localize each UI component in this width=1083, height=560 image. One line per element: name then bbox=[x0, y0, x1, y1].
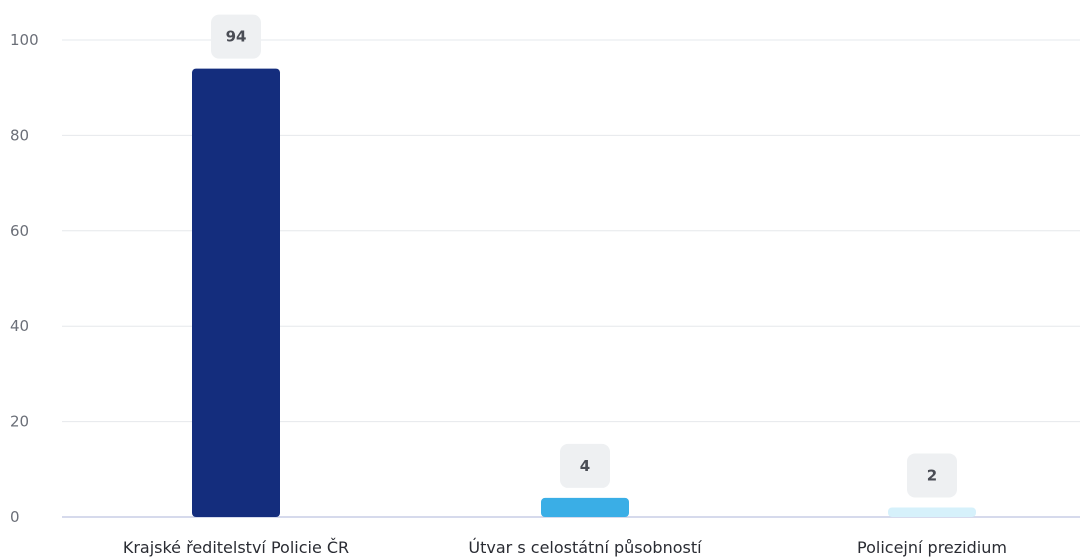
bar-2 bbox=[541, 497, 629, 517]
data-label-box bbox=[211, 14, 261, 59]
data-label-box bbox=[907, 453, 957, 498]
data-label-text: 94 bbox=[226, 28, 247, 46]
bar-1 bbox=[192, 68, 280, 518]
data-label-2: 4 bbox=[560, 443, 610, 488]
data-label-1: 94 bbox=[211, 14, 261, 59]
data-label-text: 2 bbox=[927, 466, 937, 484]
category-label-1: Krajské ředitelství Policie ČR bbox=[123, 538, 349, 557]
y-tick-label: 0 bbox=[10, 508, 20, 526]
category-label-2: Útvar s celostátní působností bbox=[468, 538, 702, 557]
y-tick-label: 80 bbox=[10, 126, 29, 144]
data-label-text: 4 bbox=[580, 457, 590, 475]
y-tick-label: 100 bbox=[10, 31, 39, 49]
bars bbox=[192, 68, 976, 518]
category-label-3: Policejní prezidium bbox=[857, 538, 1007, 557]
data-labels: 94 4 2 bbox=[211, 14, 957, 498]
y-tick-label: 40 bbox=[10, 317, 29, 335]
category-labels: Krajské ředitelství Policie ČR Útvar s ce… bbox=[123, 538, 1007, 557]
y-tick-label: 20 bbox=[10, 413, 29, 431]
data-label-3: 2 bbox=[907, 453, 957, 498]
y-axis-ticks: 0 20 40 60 80 100 bbox=[10, 31, 39, 526]
bar-3 bbox=[888, 507, 976, 517]
y-tick-label: 60 bbox=[10, 222, 29, 240]
data-label-box bbox=[560, 443, 610, 488]
